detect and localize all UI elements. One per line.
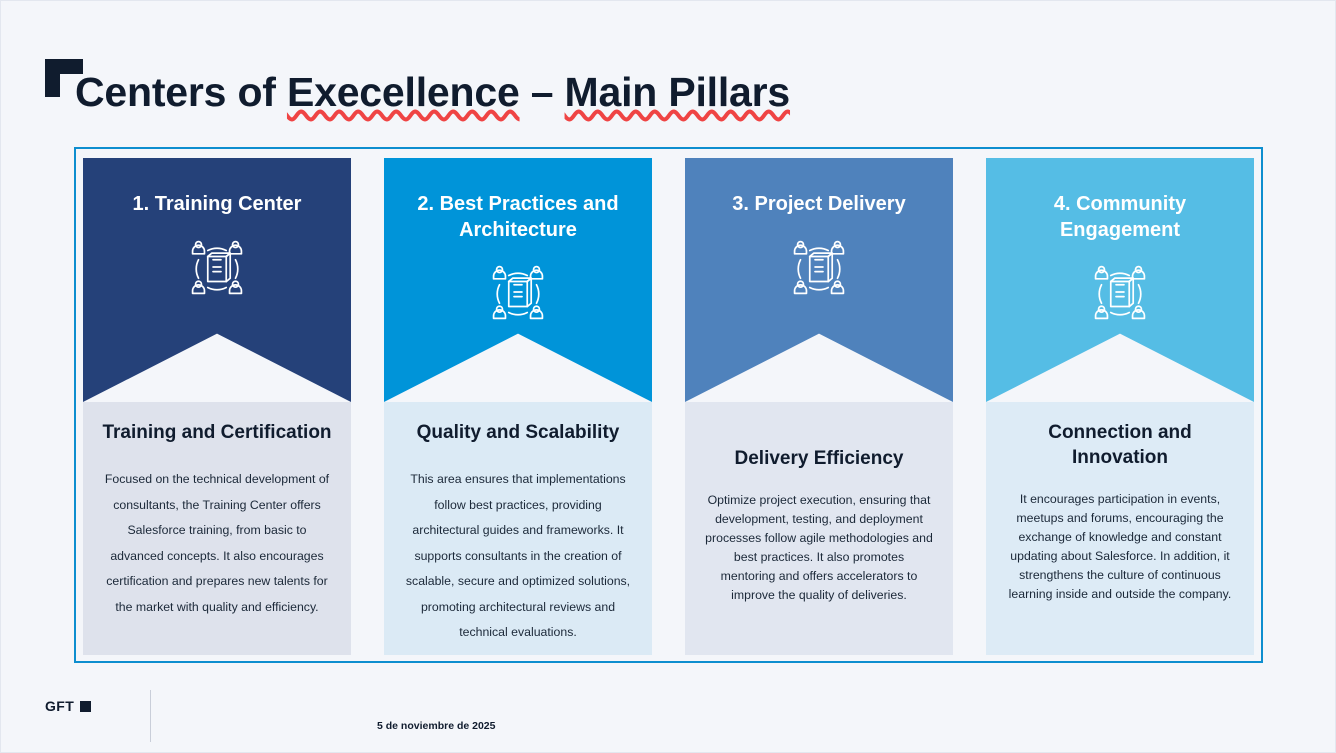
- pillar-card-2-body: Quality and Scalability This area ensure…: [384, 402, 652, 655]
- gft-logo-square-icon: [80, 700, 92, 712]
- pillar-card-4-body: Connection and Innovation It encourages …: [986, 402, 1254, 655]
- pillar-card-4-header: 4. Community Engagement: [986, 158, 1254, 402]
- gft-logo-text: GFT: [45, 698, 75, 714]
- pillars-card-row: 1. Training Center: [74, 158, 1263, 655]
- page-title-prefix: Centers of: [75, 69, 287, 115]
- pillar-card-4-subtitle: Connection and Innovation: [1048, 422, 1192, 469]
- pillar-card-1-subtitle: Training and Certification: [102, 422, 332, 443]
- collaboration-knowledge-icon: [786, 236, 852, 302]
- pillar-card-2[interactable]: 2. Best Practices and Architecture: [384, 158, 652, 655]
- pillar-card-2-header: 2. Best Practices and Architecture: [384, 158, 652, 402]
- footer-divider: [150, 690, 151, 742]
- pillar-card-1-header: 1. Training Center: [83, 158, 351, 402]
- pillar-card-2-title: 2. Best Practices and Architecture: [417, 193, 619, 241]
- gft-logo: GFT: [45, 698, 92, 714]
- cards-frame-border: [74, 147, 1263, 663]
- pillar-card-3-subtitle: Delivery Efficiency: [734, 448, 904, 469]
- page-title-suffix: Main Pillars: [564, 69, 791, 115]
- pillar-card-1-description: Focused on the technical development of …: [104, 472, 330, 614]
- pillar-card-2-subtitle: Quality and Scalability: [416, 422, 620, 443]
- pillar-card-1-title: 1. Training Center: [132, 193, 302, 215]
- pillar-card-3-header: 3. Project Delivery: [685, 158, 953, 402]
- pillar-card-4-title: 4. Community Engagement: [1053, 193, 1187, 241]
- page-title: Centers of Execellence – Main Pillars: [75, 69, 790, 116]
- pillar-card-2-description: This area ensures that implementations f…: [405, 472, 631, 640]
- pillar-card-3-title: 3. Project Delivery: [732, 193, 906, 215]
- pillar-card-3[interactable]: 3. Project Delivery: [685, 158, 953, 655]
- collaboration-knowledge-icon: [485, 261, 551, 327]
- collaboration-knowledge-icon: [1087, 261, 1153, 327]
- page-title-dash: –: [519, 69, 565, 115]
- pillar-card-4[interactable]: 4. Community Engagement: [986, 158, 1254, 655]
- corner-bracket-icon: [45, 59, 83, 97]
- pillar-card-4-description: It encourages participation in events, m…: [1008, 492, 1232, 602]
- pillar-card-1[interactable]: 1. Training Center: [83, 158, 351, 655]
- footer-date: 5 de noviembre de 2025: [377, 720, 496, 732]
- collaboration-knowledge-icon: [184, 236, 250, 302]
- pillar-card-3-body: Delivery Efficiency Optimize project exe…: [685, 402, 953, 655]
- pillar-card-1-body: Training and Certification Focused on th…: [83, 402, 351, 655]
- page-title-misspelled-word: Execellence: [286, 69, 520, 115]
- slide-footer: GFT 5 de noviembre de 2025: [1, 690, 1336, 752]
- pillar-card-3-description: Optimize project execution, ensuring tha…: [705, 493, 933, 603]
